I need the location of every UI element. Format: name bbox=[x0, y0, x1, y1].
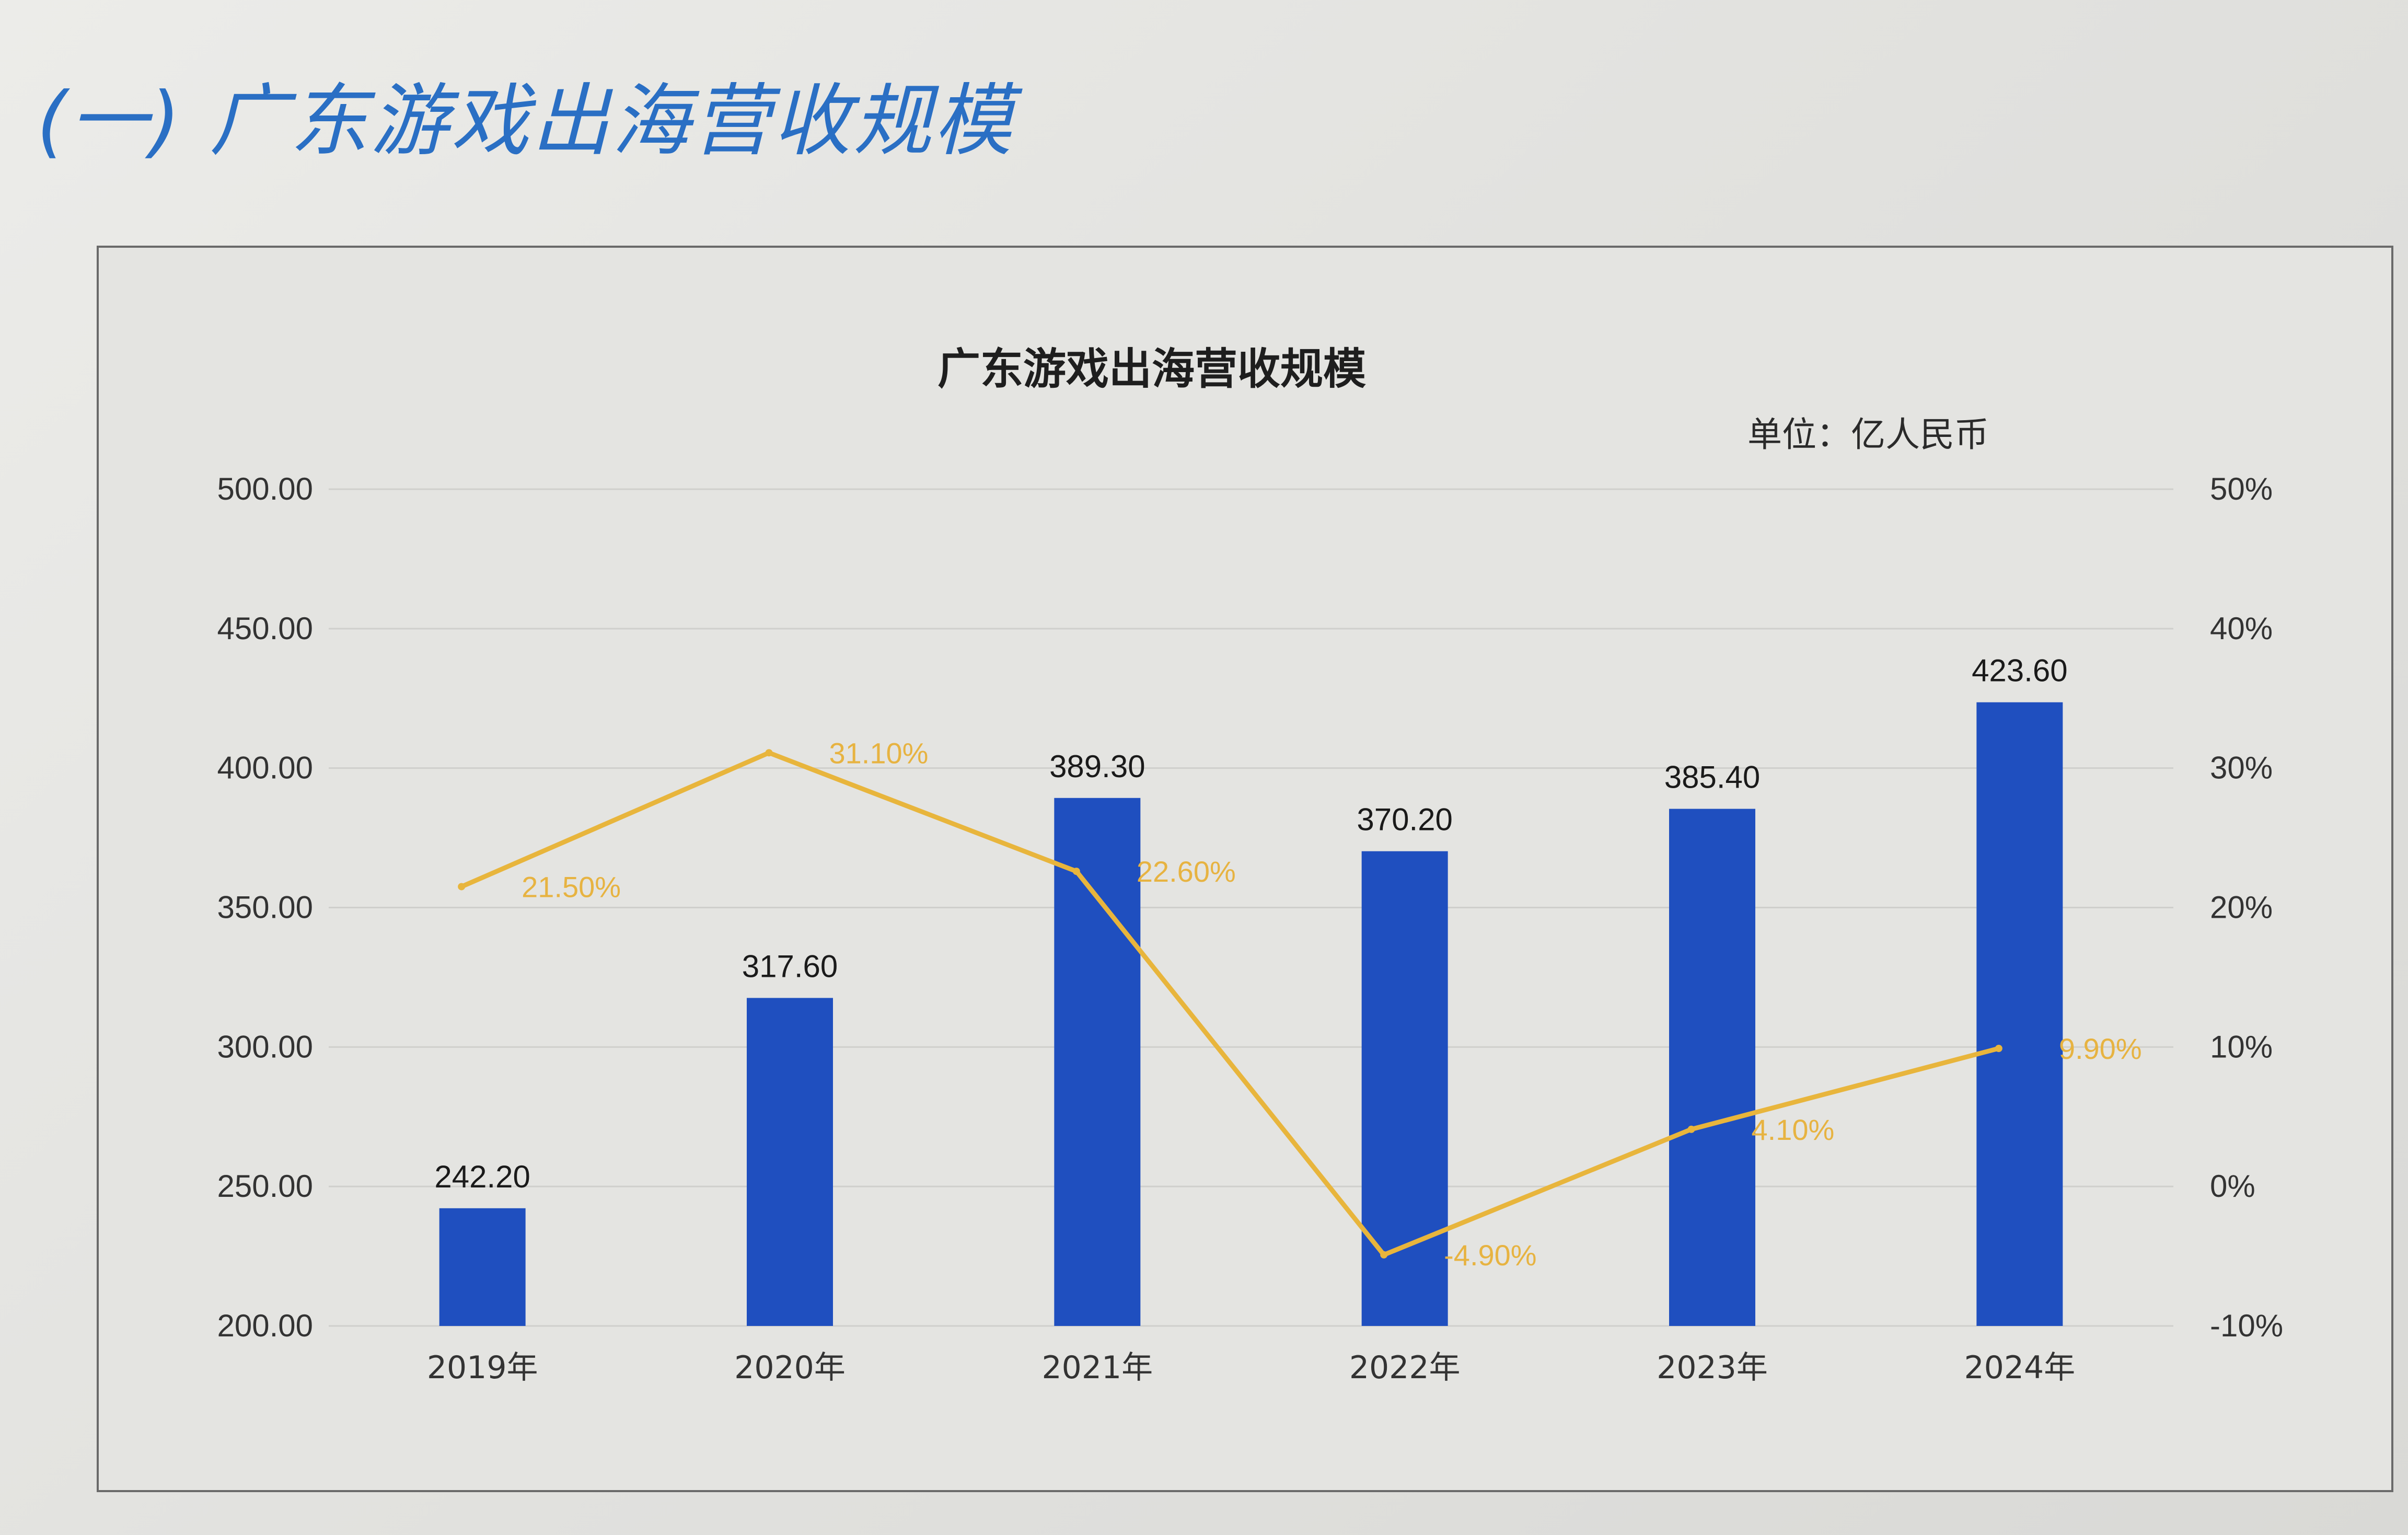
y2-axis-tick-label: 10% bbox=[2210, 1029, 2273, 1064]
y-axis-tick-label: 400.00 bbox=[217, 751, 313, 786]
y-axis-tick-label: 300.00 bbox=[217, 1029, 313, 1064]
bar bbox=[1054, 798, 1141, 1326]
y2-axis-tick-label: 50% bbox=[2210, 471, 2273, 506]
line-data-label: 9.90% bbox=[2059, 1032, 2142, 1065]
y-axis-tick-label: 450.00 bbox=[217, 611, 313, 646]
x-axis-tick-label: 2022年 bbox=[1349, 1349, 1461, 1386]
y2-axis-tick-label: 0% bbox=[2210, 1169, 2255, 1204]
bar-data-label: 423.60 bbox=[1972, 653, 2068, 688]
y2-axis-tick-label: 20% bbox=[2210, 890, 2273, 925]
y-axis-tick-label: 250.00 bbox=[217, 1169, 313, 1204]
x-axis-tick-label: 2024年 bbox=[1964, 1349, 2075, 1386]
bar-data-label: 317.60 bbox=[742, 949, 838, 984]
bar bbox=[1976, 702, 2063, 1326]
bar-data-label: 385.40 bbox=[1664, 760, 1761, 795]
y2-axis-tick-label: 30% bbox=[2210, 751, 2273, 786]
chart-title: 广东游戏出海营收规模 bbox=[937, 344, 1366, 394]
line-point bbox=[1072, 868, 1080, 875]
line-point bbox=[765, 749, 773, 757]
unit-label: 单位：亿人民币 bbox=[1747, 414, 1989, 455]
chart-svg: 广东游戏出海营收规模 单位：亿人民币 242.20 317.60 389.30 370… bbox=[217, 344, 2283, 1386]
line-point bbox=[1687, 1125, 1695, 1133]
line-data-label: -4.90% bbox=[1444, 1239, 1536, 1272]
x-axis-tick-label: 2019年 bbox=[427, 1349, 538, 1386]
bar bbox=[439, 1208, 526, 1326]
x-axis-tick-label: 2020年 bbox=[734, 1349, 846, 1386]
y2-axis-tick-label: 40% bbox=[2210, 611, 2273, 646]
bar-data-label: 389.30 bbox=[1049, 749, 1145, 784]
chart-frame: 广东游戏出海营收规模 单位：亿人民币 242.20 317.60 389.30 370… bbox=[97, 246, 2393, 1492]
growth-rate-line bbox=[460, 750, 1999, 1257]
section-heading: (一) 广东游戏出海营收规模 bbox=[37, 76, 1014, 167]
bar-data-label: 242.20 bbox=[434, 1159, 530, 1194]
y-axis-tick-label: 500.00 bbox=[217, 471, 313, 506]
bar-data-label: 370.20 bbox=[1357, 802, 1453, 837]
line-data-label: 4.10% bbox=[1752, 1113, 1835, 1146]
bar bbox=[1361, 851, 1448, 1326]
y-axis-tick-label: 200.00 bbox=[217, 1308, 313, 1343]
line-data-label: 22.60% bbox=[1137, 855, 1236, 888]
line-data-label: 31.10% bbox=[829, 736, 929, 769]
bar bbox=[1669, 809, 1755, 1326]
line-point bbox=[458, 883, 466, 891]
bar bbox=[747, 998, 833, 1326]
line-data-label: 21.50% bbox=[522, 870, 621, 903]
x-axis-tick-label: 2023年 bbox=[1657, 1349, 1768, 1386]
line-point bbox=[1380, 1251, 1388, 1259]
y2-axis-tick-label: -10% bbox=[2210, 1308, 2283, 1343]
line-point bbox=[1995, 1045, 2002, 1053]
y-axis-tick-label: 350.00 bbox=[217, 890, 313, 925]
x-axis-tick-label: 2021年 bbox=[1041, 1349, 1153, 1386]
